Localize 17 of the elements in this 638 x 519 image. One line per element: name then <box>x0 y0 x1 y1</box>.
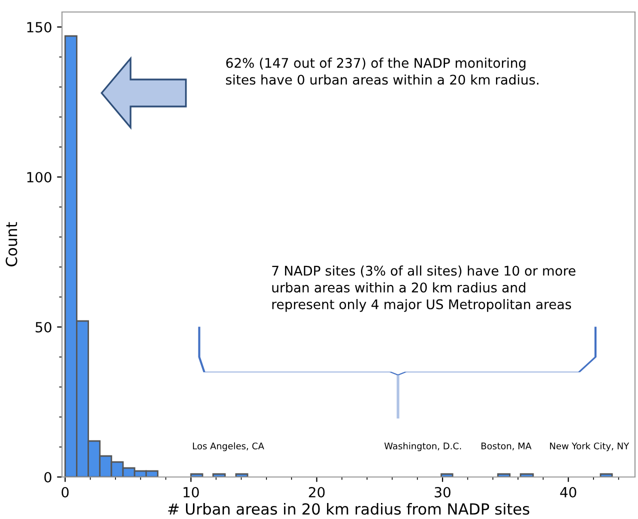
y-tick-label: 50 <box>36 322 52 332</box>
annotation: Los Angeles, CA <box>192 442 264 452</box>
annotation: New York City, NY <box>550 442 630 452</box>
x-tick-label: 0 <box>62 486 69 498</box>
x-tick-label: 10 <box>184 486 199 498</box>
annotation: 62% (147 out of 237) of the NADP monitoring sites have 0 urban areas within a 20 km radius. <box>226 58 538 85</box>
y-axis-title: Count <box>6 222 18 266</box>
y-tick-label: 0 <box>44 472 52 482</box>
y-tick-label: 150 <box>27 22 52 32</box>
x-axis-title: # Urban areas in 20 km radius from NADP sites <box>168 502 530 515</box>
annotation: 7 NADP sites (3% of all sites) have 10 or more urban areas within a 20 km radius and represent only 4 major US Metropolitan areas <box>272 266 576 312</box>
annotation: Washington, D.C. <box>384 442 461 452</box>
x-tick-label: 40 <box>560 486 576 498</box>
annotation: Boston, MA <box>482 442 532 450</box>
x-tick-label: 20 <box>308 486 325 498</box>
x-tick-label: 30 <box>434 486 450 498</box>
y-tick-label: 100 <box>27 172 52 182</box>
